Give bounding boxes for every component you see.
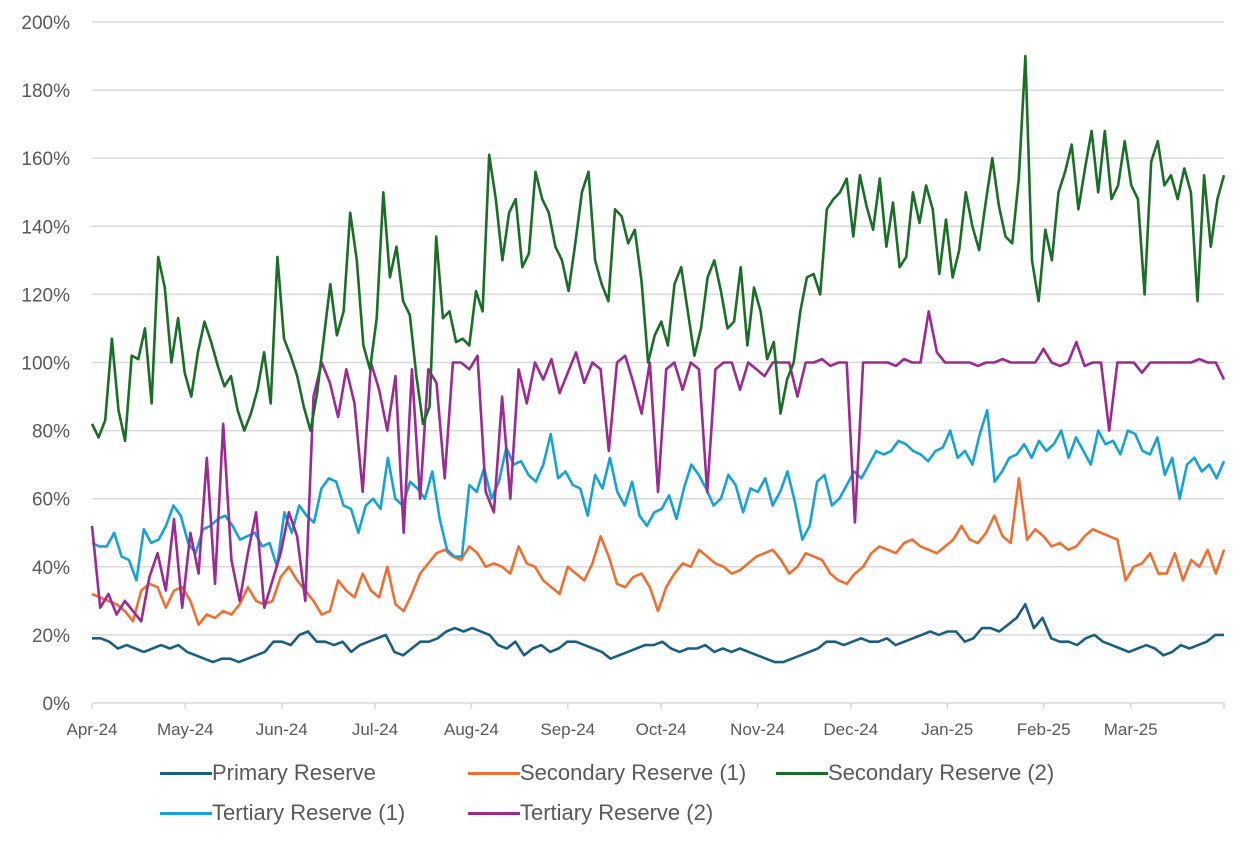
legend-swatch-primary-reserve	[160, 771, 212, 775]
legend-label: Tertiary Reserve (2)	[520, 800, 714, 825]
x-tick-label: Mar-25	[1104, 720, 1158, 739]
legend-label: Primary Reserve	[212, 760, 376, 785]
x-tick-label: Jul-24	[352, 720, 398, 739]
legend-item-primary-reserve[interactable]: Primary Reserve	[160, 758, 376, 788]
series-line-secondary-reserve-1	[91, 476, 1226, 627]
series-line-secondary-reserve-2	[90, 54, 1226, 443]
legend-label: Secondary Reserve (2)	[828, 760, 1055, 785]
y-axis-tick-labels: 0% 20% 40% 60% 80% 100% 120% 140% 160% 180% 200%	[21, 13, 70, 715]
x-tick-label: Dec-24	[823, 720, 878, 739]
series-line-primary-reserve	[92, 602, 1224, 664]
y-tick-label: 40%	[32, 558, 70, 579]
y-tick-label: 140%	[21, 217, 70, 238]
y-tick-label: 120%	[21, 285, 70, 306]
x-tick-label: Nov-24	[730, 720, 785, 739]
y-tick-label: 20%	[32, 626, 70, 647]
legend: Primary Reserve Secondary Reserve (1) Se…	[0, 750, 1247, 842]
legend-item-tertiary-reserve-2[interactable]: Tertiary Reserve (2)	[468, 798, 713, 828]
legend-swatch-secondary-reserve-2	[776, 771, 828, 775]
y-tick-label: 80%	[32, 422, 70, 443]
x-tick-label: Jun-24	[256, 720, 308, 739]
x-tick-label: Oct-24	[636, 720, 687, 739]
y-tick-label: 100%	[21, 354, 70, 375]
legend-swatch-tertiary-reserve-1	[160, 811, 212, 815]
legend-item-secondary-reserve-1[interactable]: Secondary Reserve (1)	[468, 758, 746, 788]
legend-item-secondary-reserve-2[interactable]: Secondary Reserve (2)	[776, 758, 1054, 788]
x-tick-label: Feb-25	[1017, 720, 1071, 739]
series-line-tertiary-reserve-2	[90, 310, 1226, 623]
y-tick-label: 0%	[43, 694, 71, 715]
x-axis-tick-labels: Apr-24 May-24 Jun-24 Jul-24 Aug-24 Sep-24 Oct-…	[66, 720, 1157, 739]
y-tick-label: 180%	[21, 81, 70, 102]
legend-swatch-secondary-reserve-1	[468, 771, 520, 775]
legend-swatch-tertiary-reserve-2	[468, 811, 520, 815]
x-tick-label: Sep-24	[540, 720, 595, 739]
series-lines	[90, 54, 1226, 664]
legend-label: Tertiary Reserve (1)	[212, 800, 406, 825]
series-line-tertiary-reserve-1	[91, 408, 1226, 582]
y-tick-label: 200%	[21, 13, 70, 34]
x-axis	[91, 702, 1225, 709]
x-tick-label: Apr-24	[66, 720, 117, 739]
x-tick-label: Aug-24	[444, 720, 499, 739]
x-tick-label: May-24	[157, 720, 214, 739]
legend-item-tertiary-reserve-1[interactable]: Tertiary Reserve (1)	[160, 798, 405, 828]
legend-label: Secondary Reserve (1)	[520, 760, 747, 785]
x-tick-label: Jan-25	[921, 720, 973, 739]
y-tick-label: 60%	[32, 490, 70, 511]
y-tick-label: 160%	[21, 149, 70, 170]
